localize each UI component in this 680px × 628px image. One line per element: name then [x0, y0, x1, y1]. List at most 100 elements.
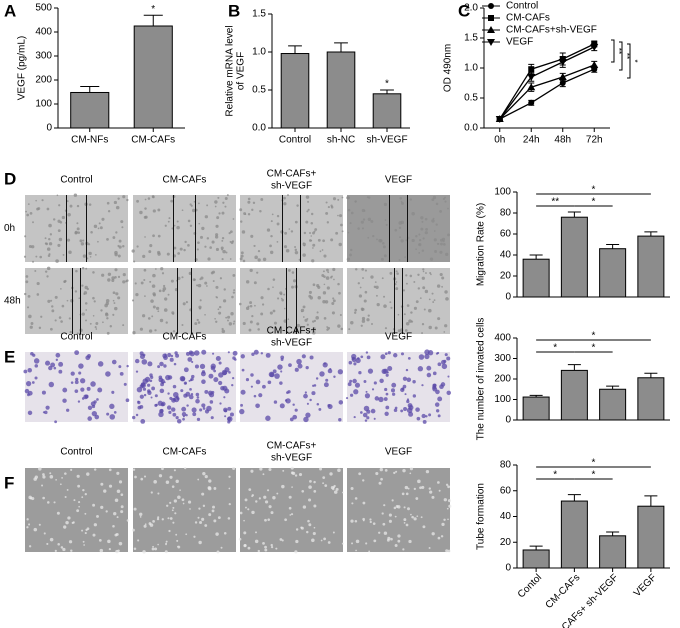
cell — [27, 295, 31, 298]
cell — [32, 260, 35, 263]
cell — [221, 329, 226, 334]
marker — [495, 116, 504, 123]
cell — [136, 245, 139, 248]
cell — [354, 519, 358, 523]
cell — [404, 485, 409, 490]
cell — [367, 314, 370, 317]
cell — [384, 219, 387, 221]
cell — [332, 297, 335, 300]
cell — [166, 405, 172, 410]
cell — [434, 326, 438, 330]
cell — [367, 196, 371, 199]
cell — [149, 280, 152, 283]
cell — [157, 234, 161, 238]
y-tick-label: 100 — [494, 394, 511, 405]
cell — [394, 544, 398, 547]
cell — [265, 415, 271, 421]
cell — [115, 205, 120, 210]
cell — [405, 239, 408, 242]
column-label: VEGF — [385, 332, 412, 343]
cell — [391, 382, 397, 388]
cell — [437, 362, 442, 367]
cell — [385, 392, 389, 396]
cell — [433, 230, 436, 232]
cell — [209, 400, 214, 404]
cell — [294, 408, 298, 412]
significance: * — [592, 343, 596, 354]
cell — [225, 316, 228, 319]
cell — [408, 319, 412, 323]
cell — [25, 275, 29, 278]
cell — [223, 288, 226, 291]
cell — [406, 399, 410, 404]
cell — [156, 517, 160, 521]
cell — [147, 317, 151, 320]
cell — [353, 311, 357, 314]
significance: * — [592, 185, 596, 196]
cell — [387, 536, 391, 540]
cell — [303, 393, 308, 399]
column-label: CM-CAFs — [163, 175, 207, 186]
cell — [42, 475, 46, 479]
significance: ** — [622, 53, 631, 59]
x-tick-label: Control — [279, 135, 311, 146]
cell — [313, 480, 316, 484]
line — [499, 64, 595, 120]
cell — [253, 244, 256, 248]
cell — [264, 545, 267, 549]
cell — [366, 355, 371, 360]
cell — [66, 238, 71, 242]
cell — [27, 203, 30, 205]
cell — [352, 378, 357, 384]
cell — [204, 389, 209, 394]
cell — [114, 306, 118, 311]
cell — [142, 550, 146, 554]
cell — [250, 469, 254, 473]
cell — [309, 355, 314, 360]
y-tick-label: 0 — [505, 292, 511, 303]
cell — [147, 390, 152, 395]
cell — [100, 505, 104, 509]
cell — [390, 537, 393, 541]
cell — [367, 236, 370, 239]
cell — [313, 489, 317, 493]
cell — [139, 404, 144, 409]
cell — [34, 475, 39, 479]
cell — [422, 525, 426, 529]
cell — [113, 302, 116, 305]
cell — [357, 227, 360, 230]
cell — [405, 282, 408, 285]
cell — [177, 495, 181, 499]
cell — [36, 207, 39, 211]
cell — [157, 252, 161, 256]
cell — [204, 281, 208, 285]
cell — [134, 475, 137, 479]
cell — [339, 313, 342, 316]
cell — [329, 367, 332, 371]
cell — [196, 417, 201, 422]
cell — [262, 473, 265, 476]
cell — [312, 384, 315, 387]
cell — [107, 210, 111, 213]
cell — [391, 392, 396, 396]
cell — [215, 233, 219, 237]
cell — [232, 356, 236, 360]
cell — [407, 357, 411, 360]
cell — [216, 216, 220, 220]
cell — [95, 253, 97, 256]
cell — [114, 498, 119, 503]
cell — [184, 240, 187, 244]
panel-letter: B — [228, 1, 240, 20]
cell — [338, 400, 344, 405]
cell — [325, 201, 328, 204]
cell — [143, 215, 147, 219]
cell — [241, 368, 245, 372]
cell — [101, 217, 105, 221]
cell — [155, 306, 160, 311]
cell — [224, 409, 228, 413]
cell — [118, 541, 123, 546]
cell — [151, 315, 154, 318]
cell — [105, 510, 108, 513]
micrograph — [25, 195, 128, 262]
